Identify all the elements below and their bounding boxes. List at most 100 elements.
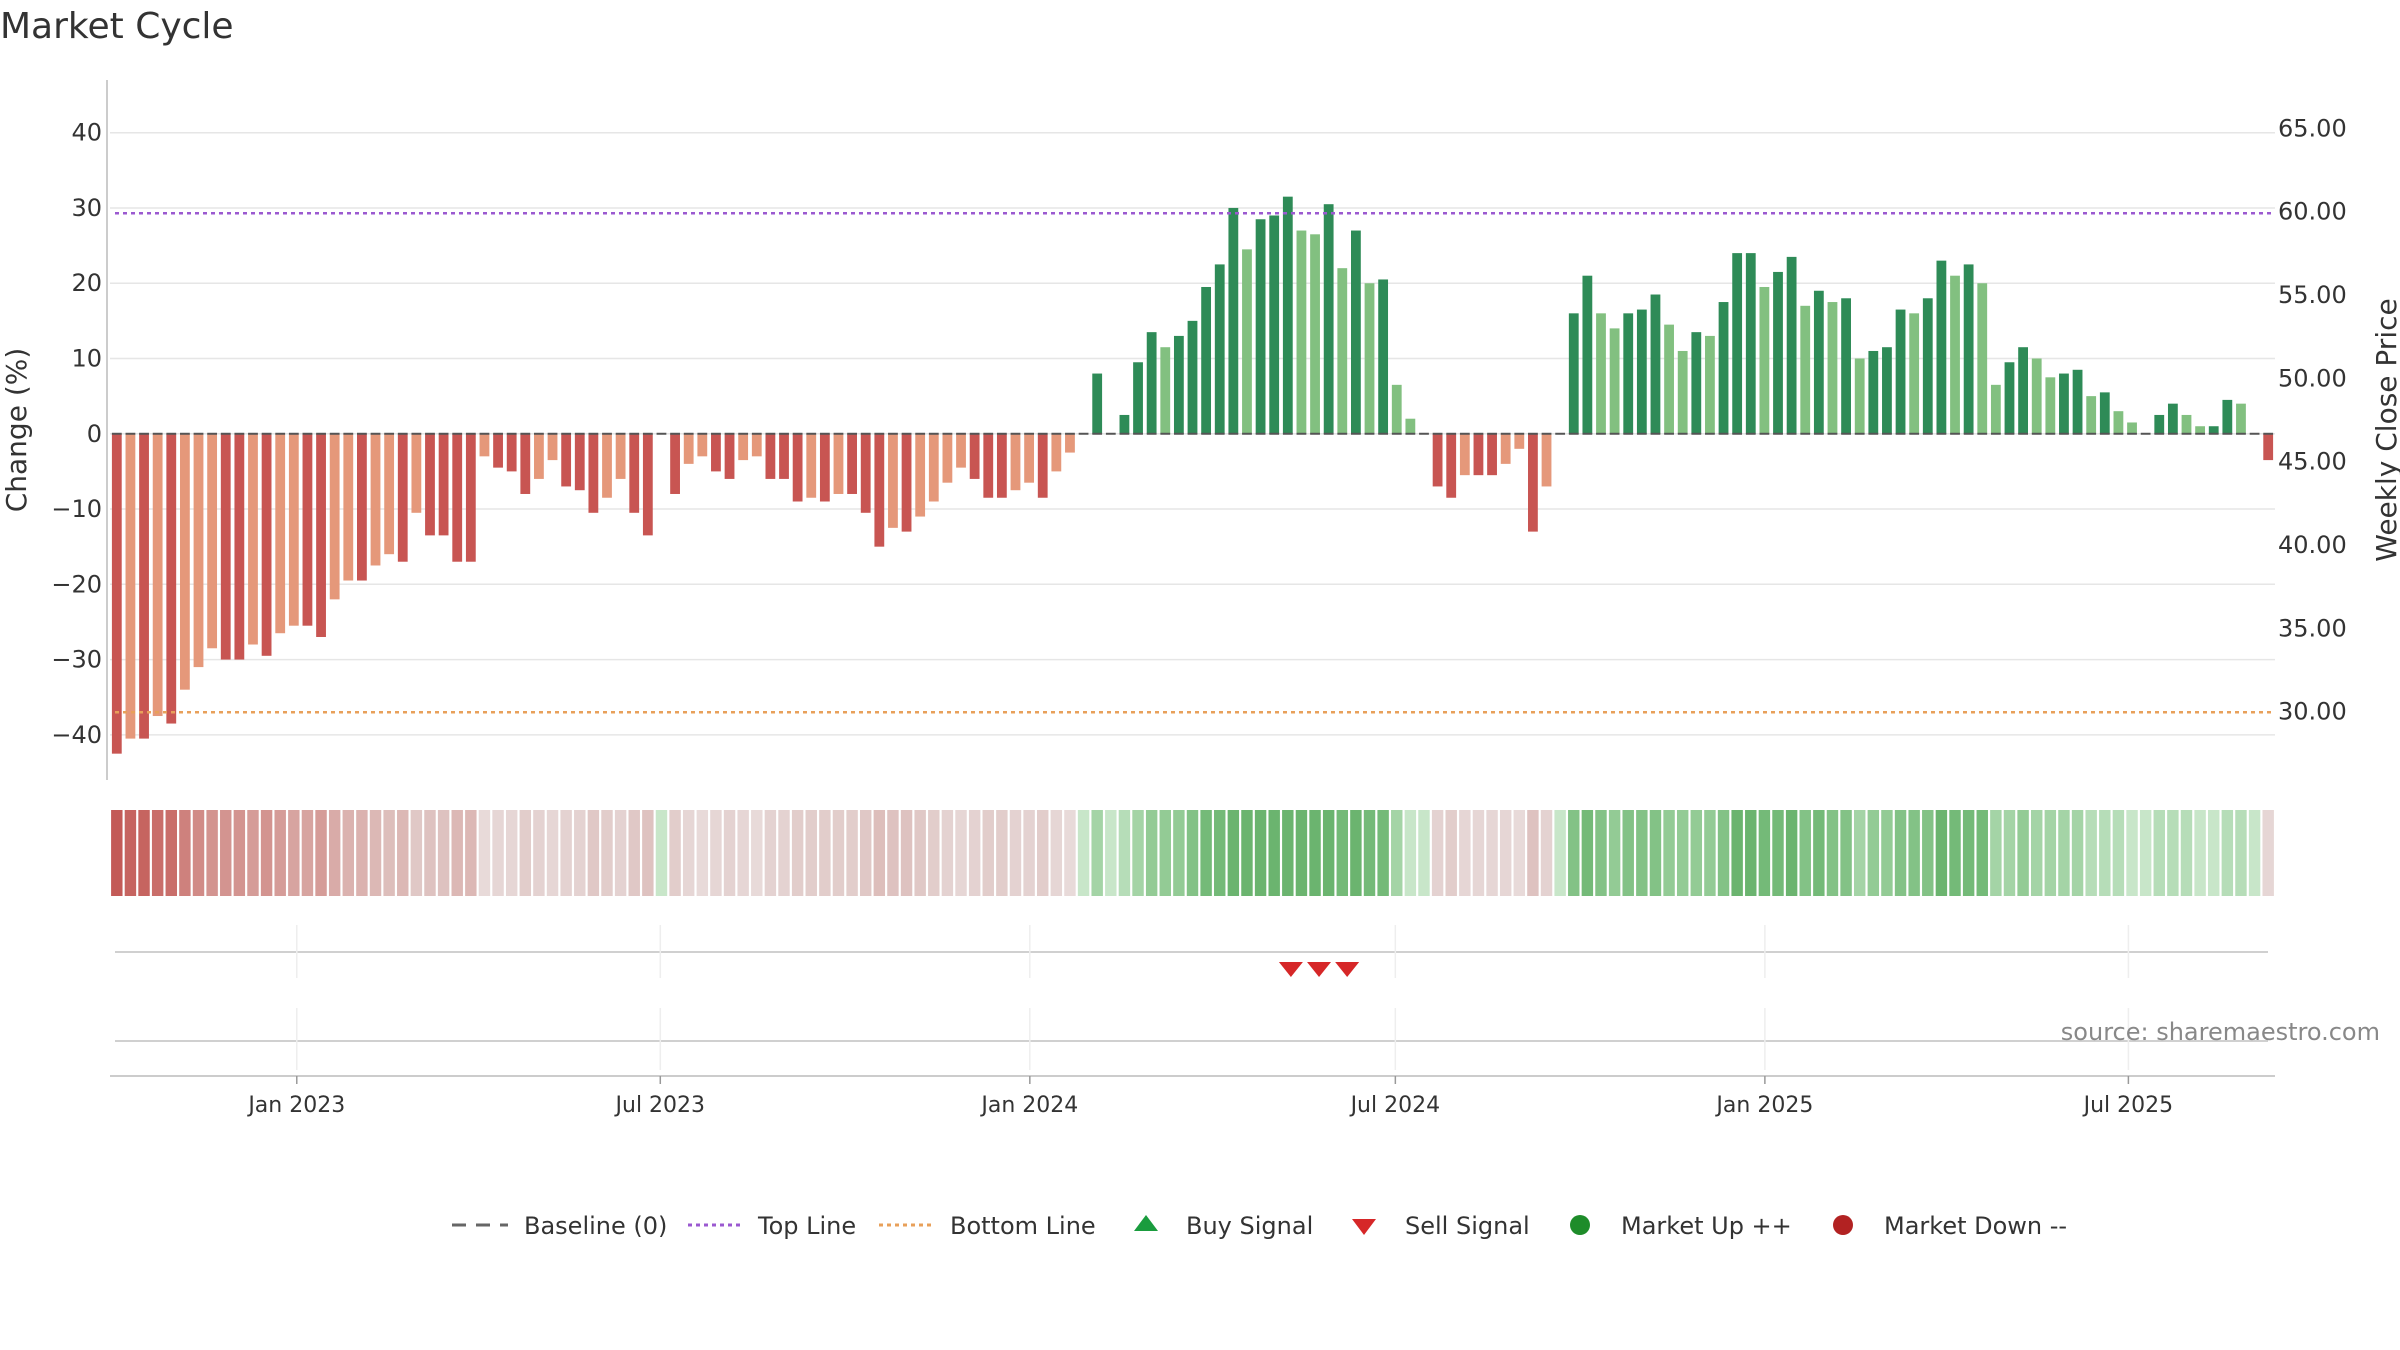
bar [1936, 260, 1947, 434]
y-tick-label: 30 [71, 194, 102, 222]
bar [629, 433, 640, 513]
strip-cell [301, 810, 314, 896]
bar [1909, 313, 1920, 434]
bar [425, 433, 435, 536]
strip-cell [1268, 810, 1280, 896]
bar [1160, 347, 1171, 434]
bar [479, 433, 490, 457]
strip-cell [1145, 810, 1158, 896]
strip-cell [900, 810, 913, 896]
strip-cell [260, 810, 273, 896]
bar [1201, 286, 1212, 434]
strip-cell [1990, 810, 2002, 896]
bar [888, 433, 898, 528]
strip-cell [124, 810, 137, 896]
strip-cell [1132, 810, 1144, 896]
strip-cell [1418, 810, 1430, 896]
strip-cell [778, 810, 790, 896]
strip-cell [696, 810, 709, 896]
bar [1364, 283, 1375, 434]
strip-cell [165, 810, 177, 896]
strip-cell [151, 810, 164, 896]
strip-cell [1159, 810, 1171, 896]
bar [465, 433, 476, 562]
strip-cell [2099, 810, 2111, 896]
bar [207, 433, 218, 649]
bar [1650, 294, 1661, 434]
bar [2127, 422, 2137, 434]
y2-tick-label: 35.00 [2278, 614, 2347, 642]
y-tick-label: −30 [51, 646, 102, 674]
bar [1065, 433, 1075, 453]
bars-layer [111, 196, 2274, 754]
bar [1310, 234, 1320, 434]
strip-cell [1200, 810, 1212, 896]
strip-cell [2262, 810, 2274, 896]
strip-cell [1309, 810, 1321, 896]
strip-cell [655, 810, 668, 896]
bar [574, 433, 585, 491]
strip-cell [356, 810, 368, 896]
bar [2263, 433, 2274, 461]
bar [1759, 286, 1770, 434]
strip-cell [1853, 810, 1866, 896]
legend-swatch [1352, 1219, 1376, 1235]
sell-signal-marker [1307, 962, 1332, 977]
bar [1146, 332, 1157, 434]
bar [874, 433, 885, 547]
bar [1800, 305, 1811, 434]
x-axis-ticks: Jan 2023 Jul 2023 Jan 2024 Jul 2024 Jan 2025… [246, 1076, 2173, 1118]
bar [329, 433, 340, 600]
strip-cell [492, 810, 504, 896]
strip-cell [968, 810, 981, 896]
sell-signal-marker [1278, 962, 1303, 977]
bar [996, 433, 1007, 498]
strip-cell [1105, 810, 1117, 896]
signals-panel [115, 925, 2268, 978]
bar [792, 433, 803, 502]
bar [248, 433, 258, 645]
strip-cell [819, 810, 831, 896]
legend-label: Bottom Line [950, 1212, 1096, 1240]
y-axis-label: Change (%) [0, 348, 33, 513]
bar [1636, 309, 1647, 434]
bar [1664, 324, 1674, 434]
strip-cell [2153, 810, 2165, 896]
bar [2099, 392, 2110, 434]
bar [1173, 335, 1184, 434]
strip-cell [1377, 810, 1389, 896]
strip-cell [465, 810, 477, 896]
bar [1541, 433, 1552, 487]
strip-cell [1064, 810, 1076, 896]
strip-cell [737, 810, 749, 896]
bar [724, 433, 735, 479]
bar [751, 433, 762, 457]
strip-cell [2126, 810, 2138, 896]
bar [1187, 320, 1198, 434]
bar [357, 433, 367, 581]
strip-cell [111, 810, 123, 896]
y2-tick-label: 55.00 [2278, 281, 2347, 309]
strip-cell [846, 810, 858, 896]
bar [1922, 298, 1933, 434]
bar [779, 433, 789, 479]
legend-swatch [1833, 1215, 1853, 1235]
bar [1350, 230, 1361, 434]
bar [1623, 313, 1634, 434]
bar [1895, 309, 1906, 434]
strip-cell [832, 810, 845, 896]
y-tick-label: 20 [71, 269, 102, 297]
bar [1473, 433, 1484, 476]
y2-axis-label: Weekly Close Price [2370, 298, 2400, 561]
y2-tick-label: 50.00 [2278, 364, 2347, 392]
strip-cell [179, 810, 191, 896]
bar [1568, 313, 1579, 434]
strip-cell [642, 810, 654, 896]
strip-cell [1513, 810, 1526, 896]
bar [1854, 358, 1865, 434]
bar [1133, 362, 1143, 434]
source-note: source: sharemaestro.com [2061, 1018, 2380, 1046]
x-tick-label: Jan 2024 [979, 1093, 1078, 1118]
bar [1296, 230, 1307, 434]
bar [2059, 373, 2069, 434]
